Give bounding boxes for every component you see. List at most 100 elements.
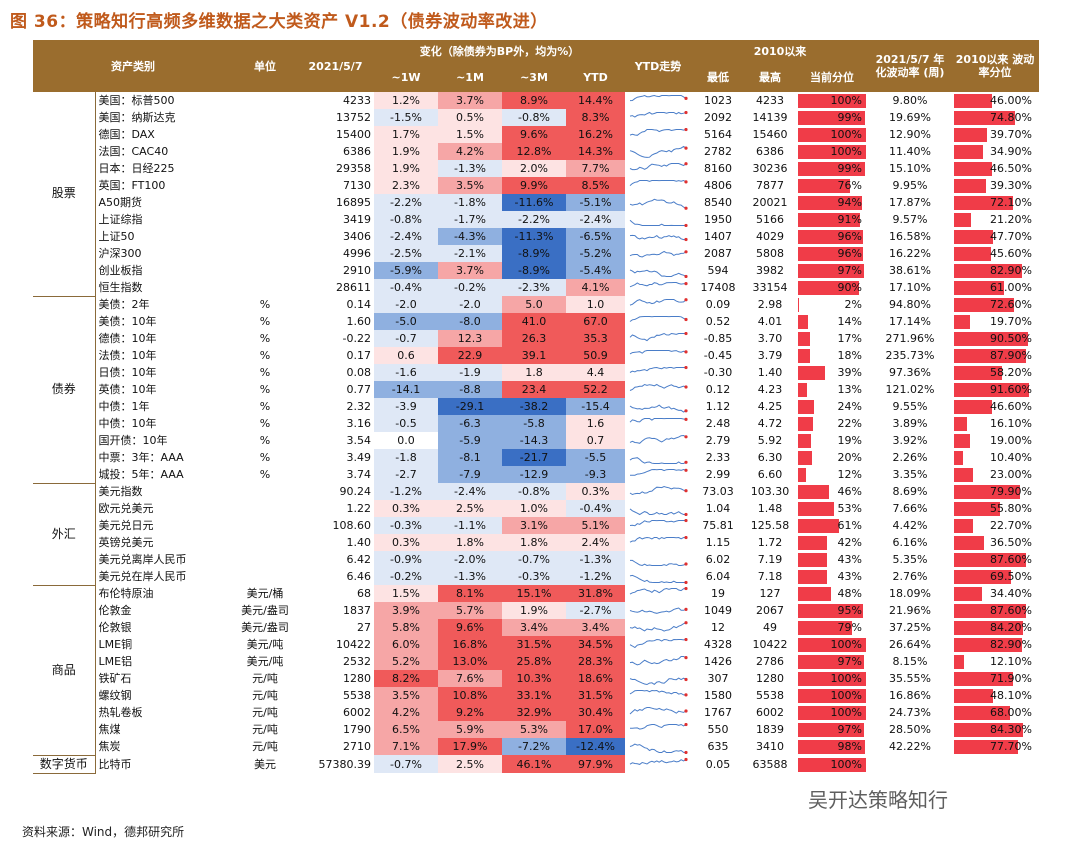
volatility-percentile-cell: 82.90% — [951, 262, 1039, 279]
ytd-sparkline-cell — [625, 602, 691, 619]
volatility-percentile: 84.30% — [990, 723, 1032, 736]
ytd-sparkline-cell — [625, 398, 691, 415]
table-row: 中票：3年：AAA% 3.49 -1.8 -8.1 -21.7 -5.5 2.33 6.30 2… — [33, 449, 1039, 466]
asset-name: 美国：标普500 — [98, 94, 175, 107]
change-ytd: 0.3% — [566, 483, 625, 500]
current-percentile-bar — [798, 757, 866, 772]
ytd-sparkline — [629, 249, 688, 258]
asset-value: 90.24 — [339, 485, 372, 498]
high-value: 1839 — [756, 723, 784, 736]
ytd-sparkline — [630, 559, 688, 566]
current-percentile-bar — [798, 570, 828, 584]
asset-unit: % — [259, 434, 271, 447]
change-m3: 5.0 — [502, 296, 566, 313]
asset-value: 2910 — [343, 264, 371, 277]
asset-name: 上证综指 — [98, 213, 143, 226]
current-percentile-cell: 18% — [795, 347, 869, 364]
sparkline-last-point — [684, 317, 688, 321]
volatility-percentile-bar — [954, 740, 1018, 754]
annual-volatility: 26.64% — [889, 638, 931, 651]
ytd-sparkline — [629, 757, 688, 765]
volatility-percentile: 22.70% — [990, 519, 1032, 532]
change-m3: 12.8% — [502, 143, 566, 160]
volatility-percentile-bar — [954, 247, 992, 261]
current-percentile: 18% — [837, 349, 862, 362]
header-1m: ~1M — [438, 62, 502, 92]
current-percentile: 14% — [837, 315, 862, 328]
current-percentile-bar — [798, 298, 800, 312]
ytd-sparkline-cell — [625, 551, 691, 568]
high-value: 3410 — [756, 740, 784, 753]
sparkline-last-point — [684, 417, 688, 421]
ytd-sparkline — [629, 743, 688, 754]
sparkline-last-point — [684, 750, 688, 754]
ytd-sparkline-cell — [625, 534, 691, 551]
annual-volatility: 9.80% — [892, 94, 928, 107]
volatility-percentile: 55.80% — [990, 502, 1032, 515]
volatility-percentile: 84.20% — [990, 621, 1032, 634]
sparkline-path — [629, 638, 687, 648]
ytd-sparkline — [629, 219, 688, 227]
asset-unit — [233, 262, 297, 279]
change-ytd: 2.4% — [566, 534, 625, 551]
current-percentile: 100% — [830, 706, 862, 719]
asset-value: 2532 — [343, 655, 371, 668]
table-row: 沪深300 4996 -2.5% -2.1% -8.9% -5.2% 2087 5808 96%… — [33, 245, 1039, 262]
sparkline-last-point — [684, 274, 688, 278]
asset-unit — [233, 143, 297, 160]
table-row: 债券 美债：2年% 0.14 -2.0 -2.0 5.0 1.0 0.09 2.98 2% 94.8… — [33, 296, 1039, 484]
sparkline-path — [629, 128, 687, 136]
change-m3: -14.3 — [502, 432, 566, 449]
ytd-sparkline-cell — [625, 483, 691, 500]
annual-volatility: 15.10% — [889, 162, 931, 175]
volatility-percentile-bar — [954, 536, 984, 550]
low-value: 1.12 — [705, 400, 731, 413]
ytd-sparkline — [629, 161, 688, 170]
category-label: 商品 — [33, 585, 96, 756]
asset-unit: % — [259, 349, 271, 362]
sparkline-last-point — [684, 580, 688, 584]
annual-volatility — [869, 755, 951, 773]
asset-name: 国开债：10年 — [98, 434, 168, 447]
low-value: 2.99 — [705, 468, 731, 481]
change-w1: 3.9% — [374, 602, 438, 619]
sparkline-path — [629, 349, 687, 354]
low-value: 1049 — [704, 604, 732, 617]
ytd-sparkline-cell — [625, 279, 691, 296]
volatility-percentile-bar — [954, 468, 973, 482]
asset-name: 美元兑离岸人民币 — [98, 553, 187, 566]
change-m1: 4.2% — [438, 143, 502, 160]
current-percentile-bar — [798, 655, 864, 669]
current-percentile-bar — [798, 315, 808, 329]
volatility-percentile: 19.70% — [990, 315, 1032, 328]
annual-volatility: 38.61% — [889, 264, 931, 277]
volatility-percentile: 16.10% — [990, 417, 1032, 430]
asset-value: 1280 — [343, 672, 371, 685]
volatility-percentile-bar — [954, 706, 1010, 720]
ytd-sparkline-cell — [625, 211, 691, 228]
ytd-sparkline-cell — [625, 245, 691, 262]
annual-volatility: 17.87% — [889, 196, 931, 209]
current-percentile-cell: 100% — [795, 143, 869, 160]
volatility-percentile-bar — [954, 485, 1020, 499]
ytd-sparkline — [629, 110, 688, 118]
asset-unit — [233, 109, 297, 126]
ytd-sparkline — [630, 722, 688, 730]
high-value: 2067 — [756, 604, 784, 617]
asset-unit — [233, 228, 297, 245]
table-row: 上证50 3406 -2.4% -4.3% -11.3% -6.5% 1407 4029 96%… — [33, 228, 1039, 245]
asset-name: 德债：10年 — [98, 332, 157, 345]
asset-value: 1.60 — [346, 315, 372, 328]
high-value: 4233 — [756, 94, 784, 107]
table-row: 国开债：10年% 3.54 0.0 -5.9 -14.3 0.7 2.79 5.92 19% 3.… — [33, 432, 1039, 449]
volatility-percentile-bar — [954, 570, 1011, 584]
annual-volatility: 6.16% — [892, 536, 928, 549]
current-percentile-cell: 100% — [795, 92, 869, 109]
volatility-percentile-cell: 10.40% — [951, 449, 1039, 466]
change-ytd: 1.6 — [566, 415, 625, 432]
volatility-percentile: 39.30% — [990, 179, 1032, 192]
ytd-sparkline-cell — [625, 568, 691, 585]
change-w1: 1.9% — [374, 143, 438, 160]
change-ytd: 7.7% — [566, 160, 625, 177]
low-value: 635 — [707, 740, 729, 753]
